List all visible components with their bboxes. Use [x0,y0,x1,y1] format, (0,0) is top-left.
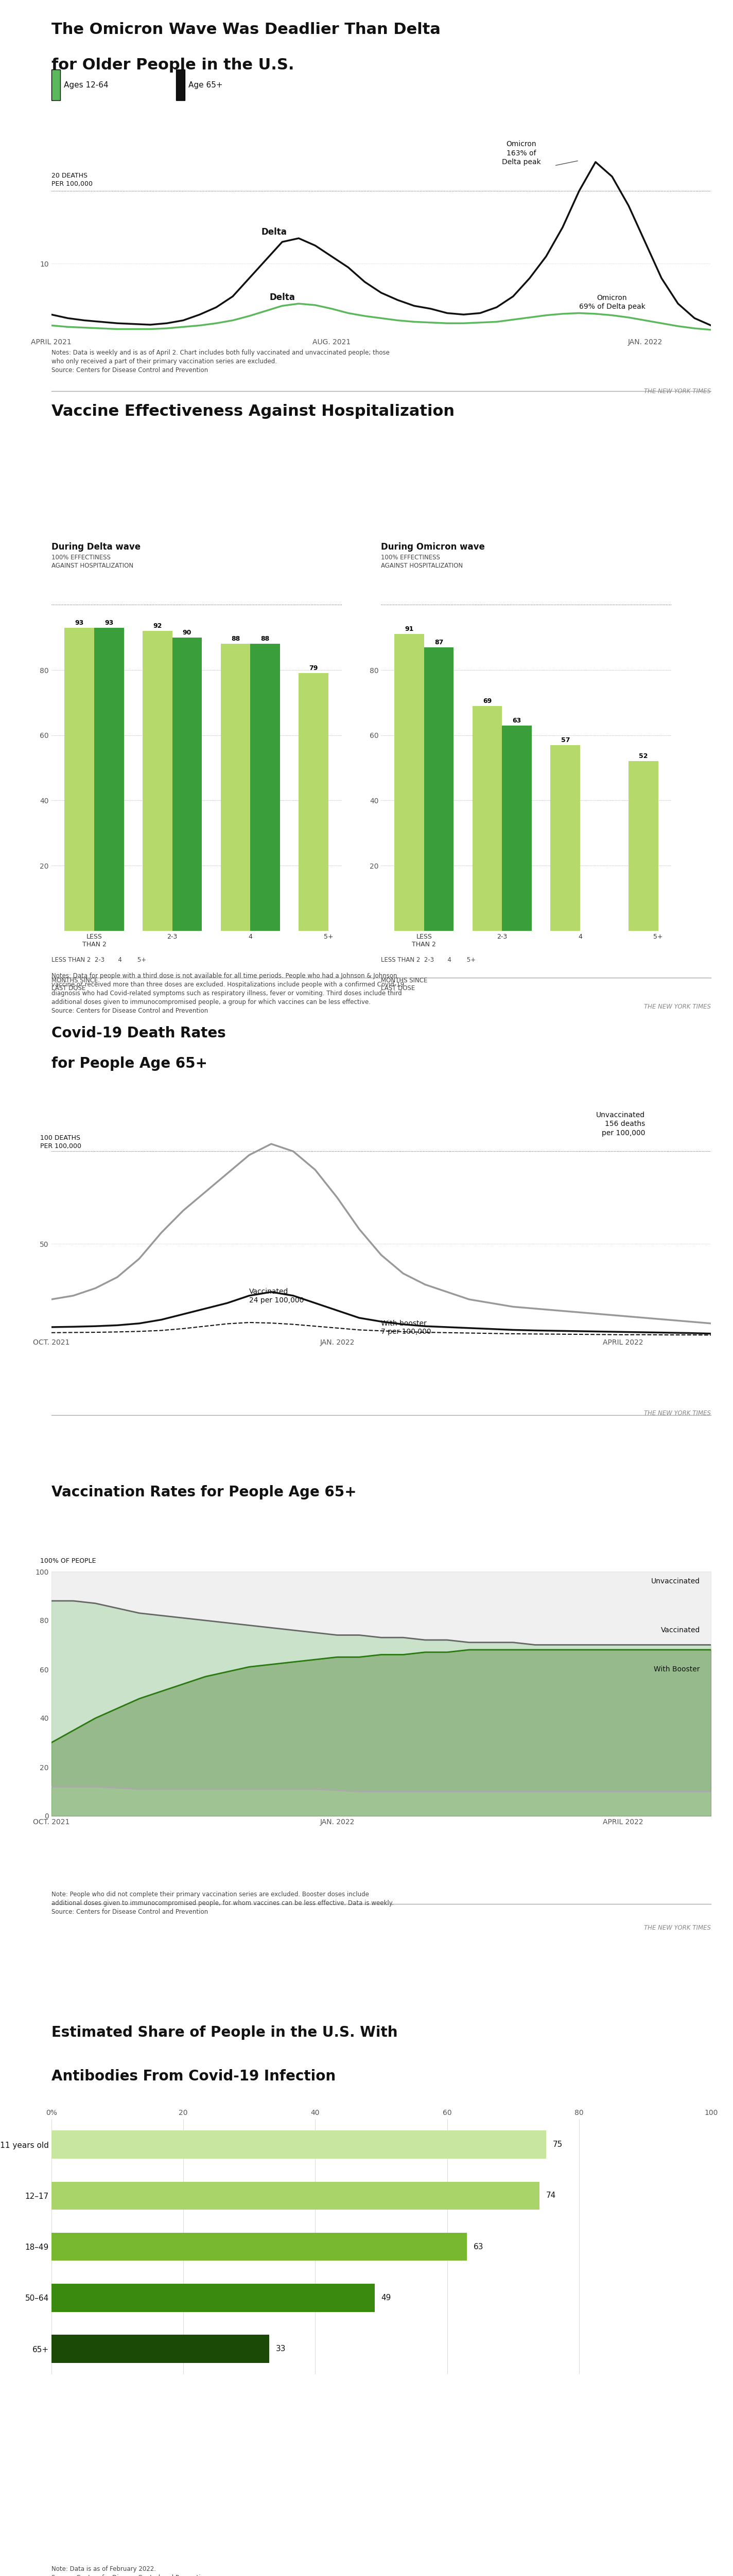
Text: Ages 12-64: Ages 12-64 [64,82,108,90]
Text: MONTHS SINCE
LAST DOSE: MONTHS SINCE LAST DOSE [51,976,97,992]
Text: 63: 63 [474,2244,484,2251]
Text: With Booster: With Booster [654,1667,700,1672]
Text: THE NEW YORK TIMES: THE NEW YORK TIMES [644,1409,711,1417]
Text: Vaccinated: Vaccinated [660,1625,700,1633]
Bar [502,726,531,930]
Text: THE NEW YORK TIMES: THE NEW YORK TIMES [644,389,711,394]
Bar [550,744,580,930]
Text: THE NEW YORK TIMES: THE NEW YORK TIMES [644,1005,711,1010]
Bar [51,2285,375,2311]
Text: Age 65+: Age 65+ [188,82,223,90]
Text: The Omicron Wave Was Deadlier Than Delta: The Omicron Wave Was Deadlier Than Delta [51,23,441,36]
Text: 20 DEATHS
PER 100,000: 20 DEATHS PER 100,000 [51,173,92,188]
Text: 33: 33 [276,2344,286,2352]
Bar [65,629,94,930]
Text: 79: 79 [309,665,318,672]
Text: 88: 88 [231,636,240,641]
Text: Unvaccinated: Unvaccinated [651,1577,700,1584]
Text: 91: 91 [405,626,413,634]
Bar [51,2233,467,2262]
Text: Omicron
69% of Delta peak: Omicron 69% of Delta peak [579,294,645,309]
Text: 93: 93 [105,618,114,626]
Text: Note: Data is as of February 2022.
Source: Centers for Disease Control and Preve: Note: Data is as of February 2022. Sourc… [51,2566,208,2576]
Bar [51,2334,269,2362]
Text: LESS THAN 2  2-3       4        5+: LESS THAN 2 2-3 4 5+ [51,956,146,963]
Text: 92: 92 [153,623,162,629]
Text: 87: 87 [435,639,443,647]
Text: 88: 88 [261,636,270,641]
Text: for Older People in the U.S.: for Older People in the U.S. [51,57,294,72]
Text: 75: 75 [553,2141,563,2148]
Text: During Omicron wave: During Omicron wave [381,544,485,551]
Bar [172,636,202,930]
Text: Delta: Delta [269,294,295,301]
Bar [629,762,658,930]
Text: Vaccination Rates for People Age 65+: Vaccination Rates for People Age 65+ [51,1486,356,1499]
Bar [143,631,172,930]
Bar [250,644,280,930]
Text: MONTHS SINCE
LAST DOSE: MONTHS SINCE LAST DOSE [381,976,427,992]
Text: LESS THAN 2  2-3       4        5+: LESS THAN 2 2-3 4 5+ [381,956,476,963]
Text: THE NEW YORK TIMES: THE NEW YORK TIMES [644,1924,711,1932]
Text: Vaccine Effectiveness Against Hospitalization: Vaccine Effectiveness Against Hospitaliz… [51,404,454,420]
Bar [424,647,454,930]
Text: Delta: Delta [261,227,287,237]
Text: 90: 90 [183,629,191,636]
Text: Vaccinated
24 per 100,000: Vaccinated 24 per 100,000 [249,1288,304,1303]
Bar [51,2182,539,2210]
Text: 49: 49 [381,2293,391,2300]
Bar [299,672,328,930]
Text: 100% OF PEOPLE: 100% OF PEOPLE [40,1558,96,1564]
Bar [221,644,250,930]
Text: Note: People who did not complete their primary vaccination series are excluded.: Note: People who did not complete their … [51,1891,394,1917]
Text: 52: 52 [639,752,648,760]
Text: Antibodies From Covid-19 Infection: Antibodies From Covid-19 Infection [51,2069,336,2084]
Text: 74: 74 [546,2192,556,2200]
Text: 93: 93 [75,618,84,626]
Text: During Delta wave: During Delta wave [51,544,141,551]
Text: Notes: Data for people with a third dose is not available for all time periods. : Notes: Data for people with a third dose… [51,974,404,1015]
Text: 100% EFFECTINESS
AGAINST HOSPITALIZATION: 100% EFFECTINESS AGAINST HOSPITALIZATION [51,554,133,569]
Text: Estimated Share of People in the U.S. With: Estimated Share of People in the U.S. Wi… [51,2025,397,2040]
Text: Omicron
163% of
Delta peak: Omicron 163% of Delta peak [502,142,541,165]
Text: Unvaccinated
156 deaths
per 100,000: Unvaccinated 156 deaths per 100,000 [596,1110,645,1136]
Text: 69: 69 [483,698,492,703]
Text: 57: 57 [561,737,570,744]
Text: 100 DEATHS
PER 100,000: 100 DEATHS PER 100,000 [40,1133,81,1149]
Text: Notes: Data is weekly and is as of April 2. Chart includes both fully vaccinated: Notes: Data is weekly and is as of April… [51,350,389,374]
Bar [51,2130,546,2159]
Bar [473,706,502,930]
Text: 63: 63 [512,716,521,724]
Text: for People Age 65+: for People Age 65+ [51,1056,207,1072]
Text: With booster
7 per 100,000: With booster 7 per 100,000 [381,1319,432,1334]
Text: 100% EFFECTINESS
AGAINST HOSPITALIZATION: 100% EFFECTINESS AGAINST HOSPITALIZATION [381,554,463,569]
Bar [94,629,124,930]
Bar [394,634,424,930]
Text: Covid-19 Death Rates: Covid-19 Death Rates [51,1025,226,1041]
